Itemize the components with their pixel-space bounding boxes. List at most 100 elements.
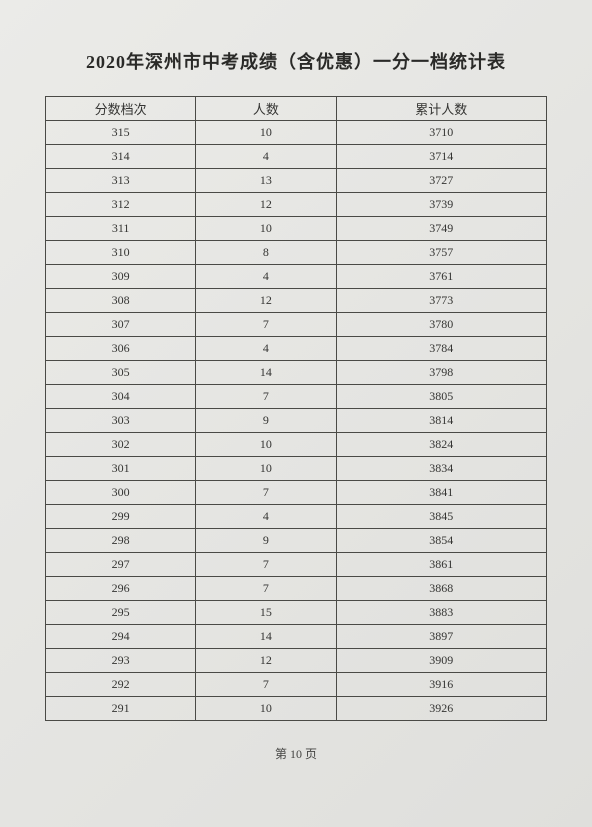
table-cell: 3761 (336, 265, 546, 289)
table-cell: 3909 (336, 649, 546, 673)
page-footer: 第 10 页 (45, 745, 547, 762)
table-row: 30773780 (46, 313, 547, 337)
table-cell: 15 (196, 601, 336, 625)
table-row: 29943845 (46, 505, 547, 529)
table-row: 29273916 (46, 673, 547, 697)
table-cell: 7 (196, 673, 336, 697)
table-cell: 10 (196, 433, 336, 457)
table-row: 31443714 (46, 145, 547, 169)
table-cell: 3727 (336, 169, 546, 193)
table-cell: 3883 (336, 601, 546, 625)
table-cell: 3868 (336, 577, 546, 601)
table-row: 312123739 (46, 193, 547, 217)
table-cell: 298 (46, 529, 196, 553)
table-cell: 4 (196, 145, 336, 169)
table-cell: 4 (196, 265, 336, 289)
table-cell: 7 (196, 313, 336, 337)
table-cell: 303 (46, 409, 196, 433)
table-row: 293123909 (46, 649, 547, 673)
table-cell: 3805 (336, 385, 546, 409)
table-row: 311103749 (46, 217, 547, 241)
table-cell: 299 (46, 505, 196, 529)
column-header-count: 人数 (196, 97, 336, 121)
table-cell: 307 (46, 313, 196, 337)
table-cell: 3739 (336, 193, 546, 217)
table-cell: 3780 (336, 313, 546, 337)
table-cell: 10 (196, 697, 336, 721)
table-cell: 9 (196, 409, 336, 433)
table-cell: 4 (196, 505, 336, 529)
table-cell: 3845 (336, 505, 546, 529)
table-cell: 14 (196, 361, 336, 385)
table-cell: 3854 (336, 529, 546, 553)
table-cell: 7 (196, 577, 336, 601)
table-cell: 3798 (336, 361, 546, 385)
table-cell: 10 (196, 217, 336, 241)
table-cell: 7 (196, 553, 336, 577)
table-row: 291103926 (46, 697, 547, 721)
table-cell: 7 (196, 481, 336, 505)
table-cell: 3926 (336, 697, 546, 721)
table-cell: 7 (196, 385, 336, 409)
table-row: 30393814 (46, 409, 547, 433)
table-cell: 3916 (336, 673, 546, 697)
table-cell: 12 (196, 289, 336, 313)
table-row: 29673868 (46, 577, 547, 601)
table-cell: 13 (196, 169, 336, 193)
table-cell: 3834 (336, 457, 546, 481)
table-cell: 3749 (336, 217, 546, 241)
table-row: 302103824 (46, 433, 547, 457)
table-cell: 306 (46, 337, 196, 361)
table-cell: 313 (46, 169, 196, 193)
table-cell: 3710 (336, 121, 546, 145)
table-cell: 296 (46, 577, 196, 601)
table-cell: 3897 (336, 625, 546, 649)
table-cell: 311 (46, 217, 196, 241)
table-cell: 314 (46, 145, 196, 169)
score-table: 分数档次 人数 累计人数 315103710314437143131337273… (45, 96, 547, 721)
table-cell: 12 (196, 649, 336, 673)
table-cell: 301 (46, 457, 196, 481)
table-cell: 3824 (336, 433, 546, 457)
table-row: 294143897 (46, 625, 547, 649)
table-row: 308123773 (46, 289, 547, 313)
table-row: 31083757 (46, 241, 547, 265)
table-cell: 3784 (336, 337, 546, 361)
table-cell: 294 (46, 625, 196, 649)
table-cell: 297 (46, 553, 196, 577)
table-cell: 3841 (336, 481, 546, 505)
document-page: 2020年深州市中考成绩（含优惠）一分一档统计表 分数档次 人数 累计人数 31… (0, 0, 592, 782)
table-cell: 4 (196, 337, 336, 361)
table-row: 301103834 (46, 457, 547, 481)
table-cell: 302 (46, 433, 196, 457)
table-cell: 3814 (336, 409, 546, 433)
table-header-row: 分数档次 人数 累计人数 (46, 97, 547, 121)
table-cell: 300 (46, 481, 196, 505)
table-body: 3151037103144371431313372731212373931110… (46, 121, 547, 721)
table-cell: 3714 (336, 145, 546, 169)
table-row: 30643784 (46, 337, 547, 361)
table-cell: 315 (46, 121, 196, 145)
table-cell: 8 (196, 241, 336, 265)
table-row: 313133727 (46, 169, 547, 193)
table-row: 30943761 (46, 265, 547, 289)
column-header-score: 分数档次 (46, 97, 196, 121)
table-cell: 295 (46, 601, 196, 625)
table-cell: 3773 (336, 289, 546, 313)
table-cell: 10 (196, 457, 336, 481)
table-cell: 3757 (336, 241, 546, 265)
table-cell: 308 (46, 289, 196, 313)
table-cell: 9 (196, 529, 336, 553)
table-cell: 3861 (336, 553, 546, 577)
table-cell: 310 (46, 241, 196, 265)
page-title: 2020年深州市中考成绩（含优惠）一分一档统计表 (45, 48, 547, 74)
table-cell: 10 (196, 121, 336, 145)
table-row: 29893854 (46, 529, 547, 553)
column-header-cumulative: 累计人数 (336, 97, 546, 121)
table-row: 305143798 (46, 361, 547, 385)
table-cell: 309 (46, 265, 196, 289)
table-cell: 291 (46, 697, 196, 721)
table-cell: 293 (46, 649, 196, 673)
table-cell: 12 (196, 193, 336, 217)
table-row: 30473805 (46, 385, 547, 409)
